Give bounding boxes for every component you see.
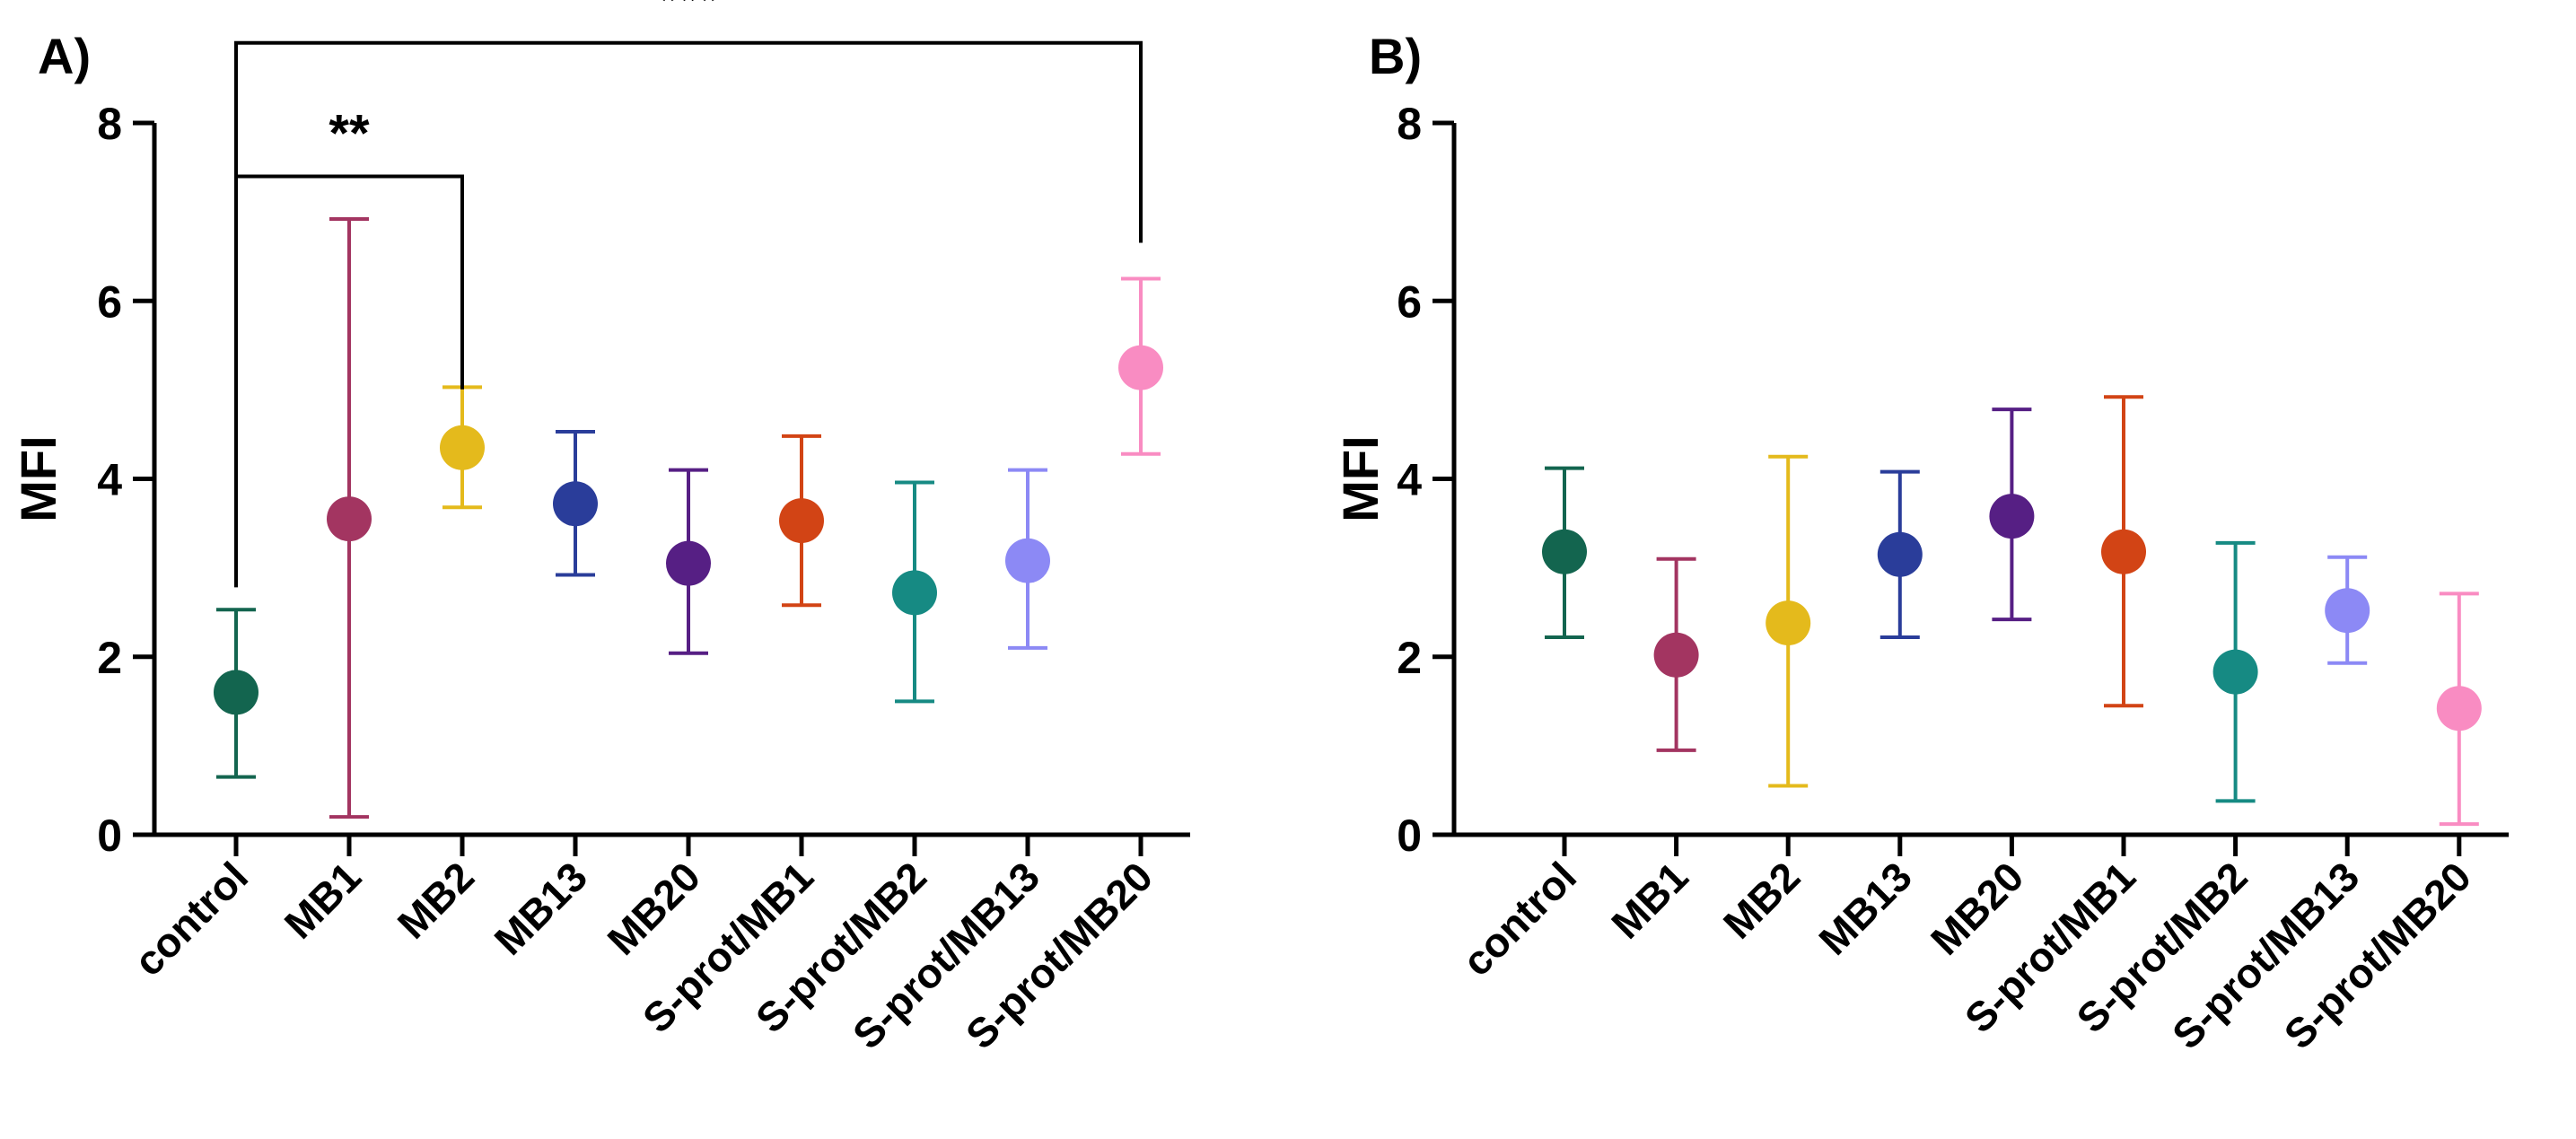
significance-bracket [234,40,1143,588]
data-point-s-prot-mb1 [2101,529,2146,574]
data-point-control [214,670,258,715]
data-point-s-prot-mb20 [2436,686,2482,732]
data-point-s-prot-mb13 [1005,538,1050,583]
y-tick-label: 4 [97,455,122,505]
data-point-control [1542,529,1587,574]
data-point-s-prot-mb2 [2212,649,2258,695]
data-point-s-prot-mb20 [1118,345,1163,390]
y-tick-label: 8 [97,99,122,149]
data-point-mb13 [1877,531,1923,577]
data-point-s-prot-mb1 [779,498,824,544]
y-tick-label: 0 [97,810,122,861]
y-tick-label: 0 [1397,810,1422,861]
x-tick-label: MB13 [1809,853,1921,964]
data-point-mb13 [553,481,598,527]
x-tick-label: control [1453,853,1585,985]
y-tick-label: 8 [1397,99,1422,149]
y-tick-label: 6 [1397,276,1422,327]
y-tick-label: 2 [97,633,122,683]
data-point-mb20 [666,540,711,586]
data-point-mb20 [1989,494,2035,539]
data-point-mb2 [440,425,485,470]
panel-label: B) [1369,28,1422,84]
significance-label: ** [329,104,370,162]
x-tick-label: MB2 [1714,853,1809,947]
data-point-mb1 [1653,632,1699,678]
y-tick-label: 6 [97,276,122,327]
y-axis-label: MFI [10,435,66,521]
x-tick-label: MB13 [486,853,597,964]
data-point-mb2 [1766,600,1811,646]
panel-label: A) [38,28,91,84]
y-tick-label: 4 [1397,455,1422,505]
data-point-mb1 [327,496,372,542]
data-point-s-prot-mb13 [2325,588,2370,634]
x-tick-label: control [125,853,257,985]
y-axis-label: MFI [1332,435,1389,521]
x-tick-label: MB1 [276,853,370,947]
x-tick-label: MB2 [389,853,483,947]
x-tick-label: MB20 [599,853,710,964]
x-tick-label: MB1 [1602,853,1696,947]
data-point-s-prot-mb2 [892,570,937,616]
y-tick-label: 2 [1397,633,1422,683]
significance-label: *** [658,0,719,30]
